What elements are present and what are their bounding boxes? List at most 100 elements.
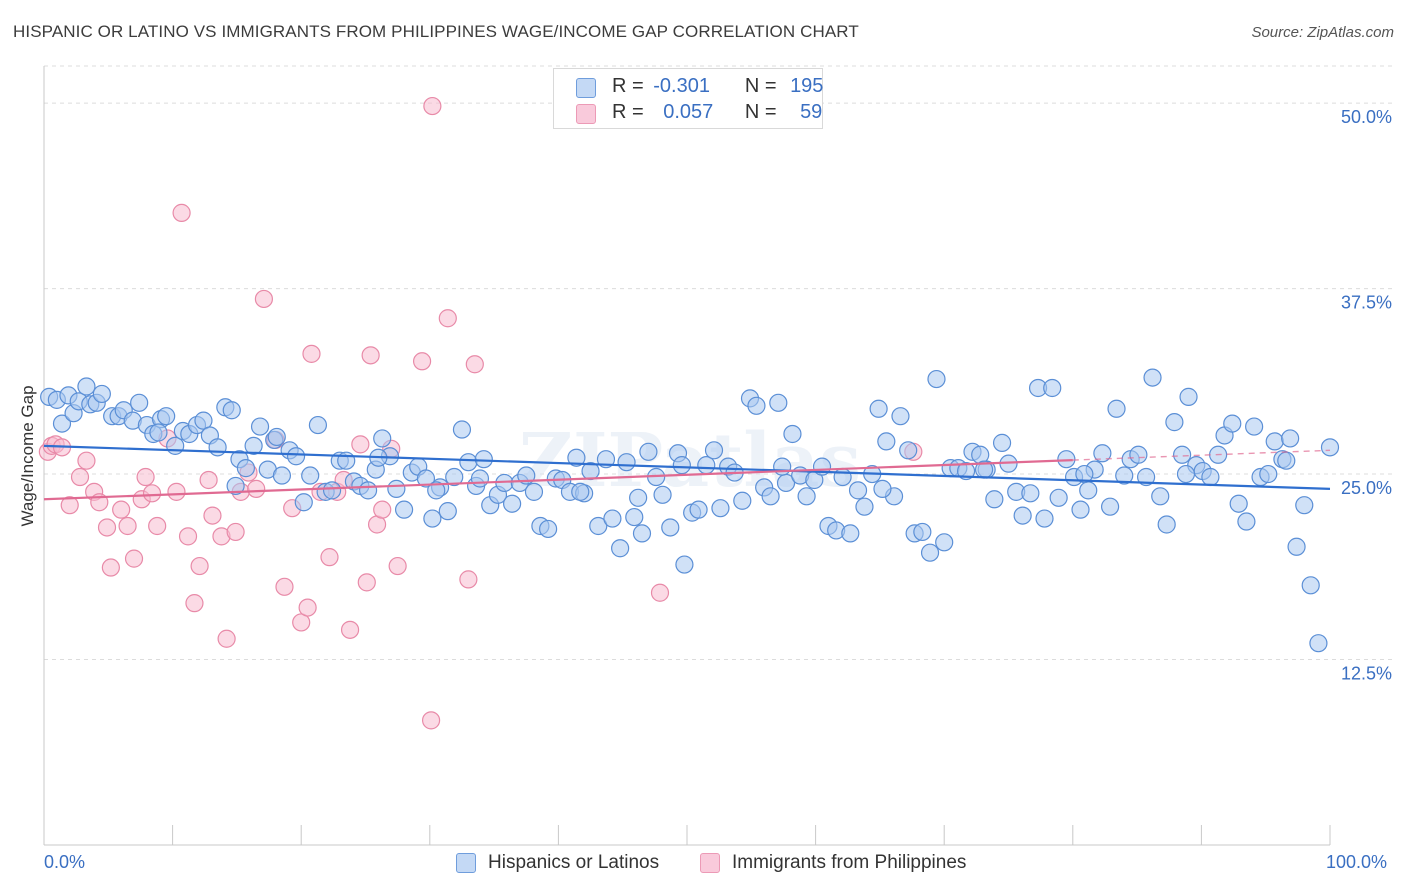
data-point (1151, 487, 1170, 506)
data-point (254, 289, 274, 309)
data-point (340, 620, 360, 639)
data-point (672, 456, 691, 475)
data-point (1295, 496, 1314, 515)
data-point (539, 519, 558, 539)
n-value: 59 (800, 101, 823, 123)
x-axis-min-label: 0.0% (44, 852, 86, 872)
data-point (70, 467, 90, 487)
data-point (1281, 429, 1300, 448)
data-point (639, 442, 658, 461)
data-point (571, 482, 590, 501)
legend-swatch-pink (700, 853, 720, 873)
data-point (848, 481, 868, 500)
data-point (322, 481, 342, 500)
legend-swatch-blue (456, 853, 476, 873)
gridlines (44, 65, 1392, 661)
data-point (675, 555, 694, 574)
data-point (373, 500, 392, 519)
data-point (855, 497, 874, 516)
data-point (361, 346, 380, 365)
data-point (1259, 464, 1278, 484)
data-point (148, 516, 167, 536)
data-point (226, 522, 245, 542)
data-point (101, 558, 120, 577)
x-axis-max-label: 100.0% (1326, 852, 1388, 872)
data-point (247, 479, 266, 498)
data-point (503, 494, 522, 513)
r-label: R = (612, 75, 644, 97)
data-point (388, 556, 407, 576)
data-point (298, 598, 317, 617)
data-point (1229, 494, 1248, 513)
data-point (267, 427, 286, 447)
data-point (899, 441, 918, 460)
data-point (985, 490, 1004, 509)
source-label: Source: ZipAtlas.com (1251, 24, 1394, 41)
y-tick-label: 12.5% (1341, 664, 1392, 684)
legend-swatch-pink (576, 104, 596, 124)
data-point (357, 573, 376, 592)
data-point (302, 344, 321, 363)
data-point (459, 453, 478, 472)
data-point (272, 466, 292, 485)
data-point (1075, 464, 1094, 484)
data-point (1245, 417, 1264, 436)
data-point (412, 352, 432, 371)
data-point (773, 457, 792, 476)
data-point (394, 500, 414, 519)
data-point (208, 438, 227, 457)
data-point (1079, 481, 1098, 500)
data-point (77, 377, 96, 396)
data-point (1057, 450, 1076, 469)
data-point (1237, 512, 1256, 531)
data-point (222, 401, 241, 420)
data-point (589, 516, 608, 536)
data-point (1137, 467, 1156, 487)
data-point (1013, 506, 1032, 525)
data-point (226, 476, 245, 496)
data-point (244, 436, 263, 455)
y-tick-label: 25.0% (1341, 478, 1392, 498)
y-tick-label: 37.5% (1341, 293, 1392, 313)
data-point (358, 481, 378, 500)
data-point (118, 516, 137, 536)
data-point (320, 548, 339, 567)
data-point (873, 479, 892, 498)
data-point (833, 467, 852, 487)
data-point (351, 435, 370, 454)
data-point (172, 203, 191, 222)
data-point (60, 496, 79, 515)
data-point (92, 384, 111, 404)
data-point (1115, 466, 1134, 485)
data-point (459, 570, 478, 589)
data-point (1107, 399, 1126, 418)
r-value: -0.301 (653, 75, 710, 97)
data-point (1049, 488, 1068, 507)
data-point (617, 453, 636, 472)
data-point (275, 577, 294, 596)
data-point (1301, 576, 1320, 595)
data-point (913, 522, 932, 542)
data-point (625, 507, 644, 527)
data-point (611, 539, 630, 558)
data-point (1287, 537, 1306, 556)
data-point (629, 488, 648, 507)
data-point (1100, 497, 1120, 516)
data-point (465, 355, 484, 374)
data-point (869, 399, 888, 418)
legend-swatch-blue (576, 78, 596, 98)
data-point (603, 509, 622, 528)
data-point (157, 407, 176, 426)
data-point (427, 481, 446, 500)
data-point (387, 479, 406, 498)
data-point (1043, 378, 1062, 398)
data-point (167, 482, 186, 501)
y-axis-label: Wage/Income Gap (18, 385, 37, 526)
n-label: N = (744, 75, 777, 97)
trend-line (43, 459, 1073, 501)
y-tick-labels: 12.5% 25.0% 37.5% 50.0% (1341, 107, 1392, 683)
data-point (783, 424, 802, 444)
data-point (653, 485, 672, 504)
data-point (416, 469, 436, 488)
